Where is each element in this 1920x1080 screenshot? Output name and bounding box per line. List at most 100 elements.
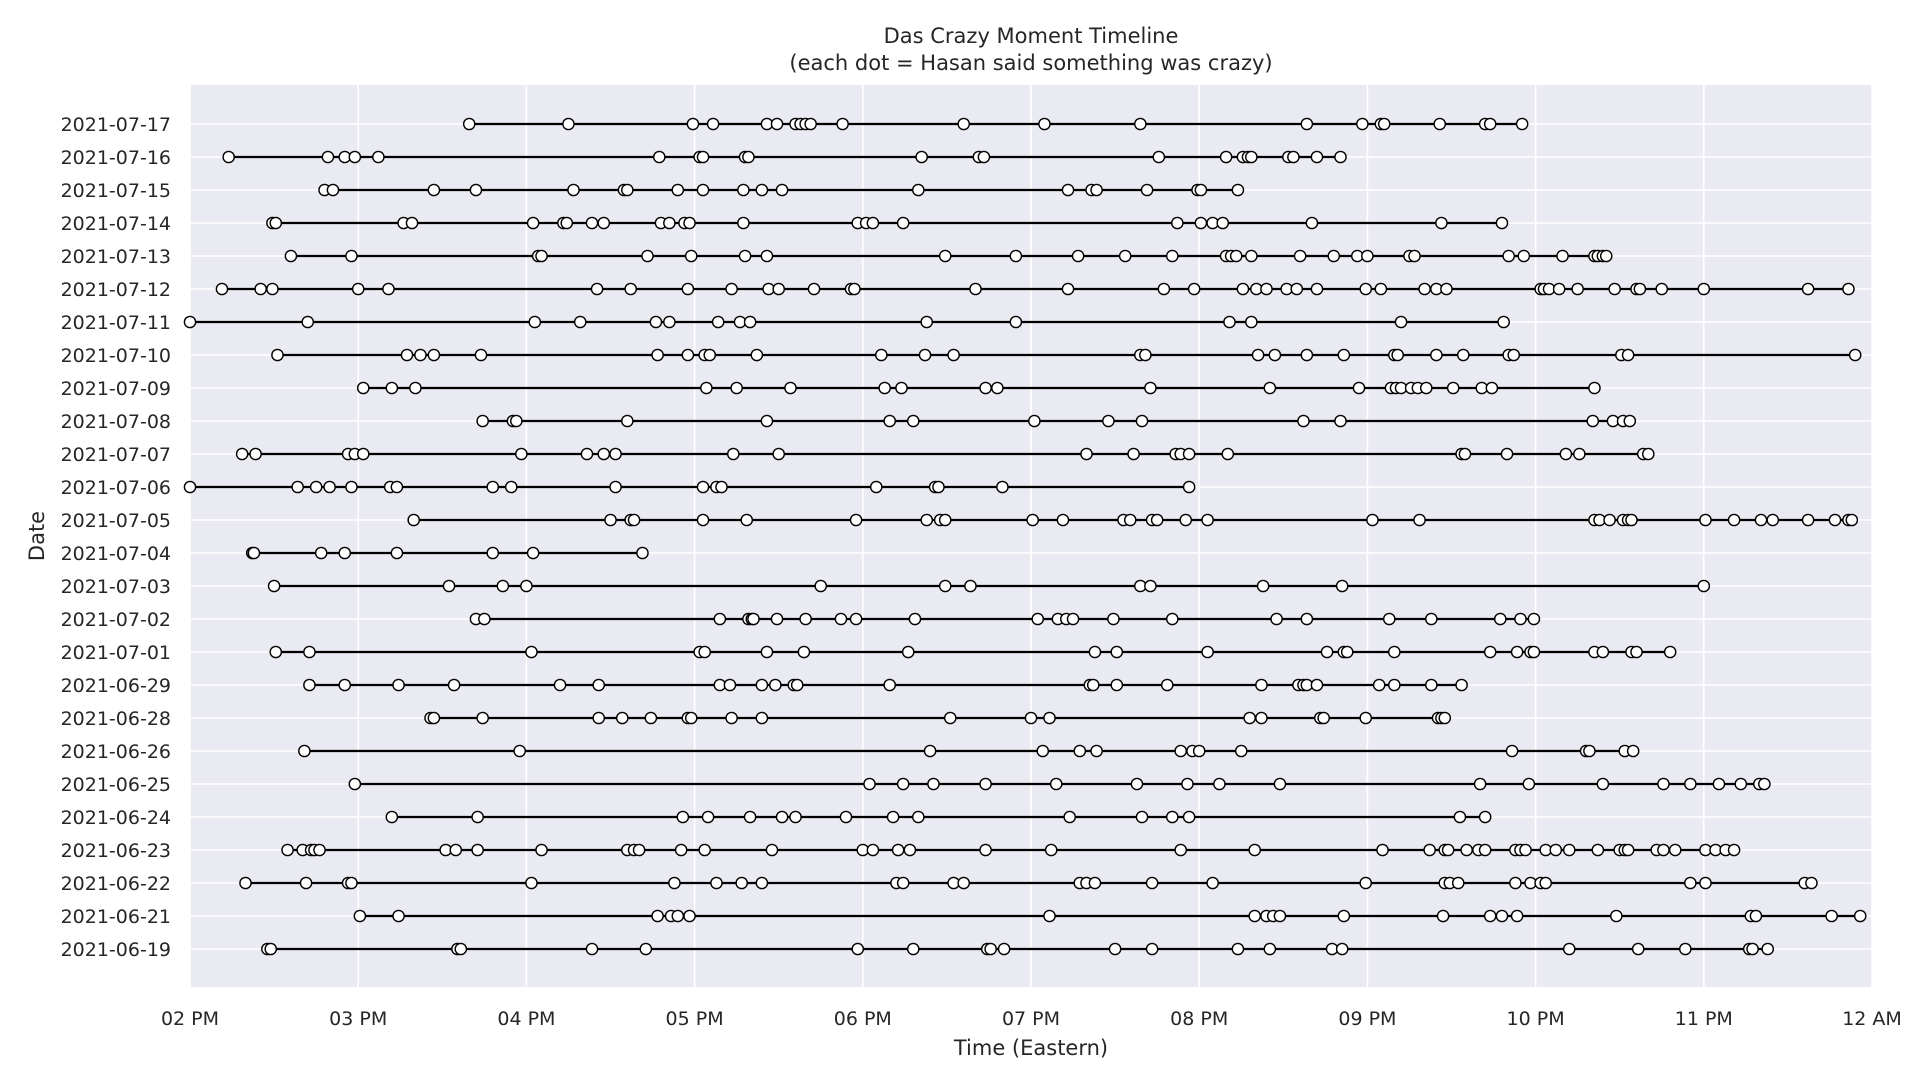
crazy-moment-point xyxy=(1123,513,1137,527)
crazy-moment-point xyxy=(1663,645,1677,659)
crazy-moment-point xyxy=(1423,843,1436,857)
crazy-moment-point xyxy=(486,546,500,560)
crazy-moment-point xyxy=(1219,150,1233,164)
crazy-moment-point xyxy=(676,810,690,824)
crazy-moment-point xyxy=(770,612,784,626)
crazy-moment-point xyxy=(1165,249,1179,263)
crazy-moment-point xyxy=(624,282,637,296)
crazy-moment-point xyxy=(1603,513,1616,527)
crazy-moment-point xyxy=(1334,414,1347,428)
series-row xyxy=(245,546,649,560)
crazy-moment-point xyxy=(738,249,752,263)
crazy-moment-point xyxy=(755,678,769,692)
crazy-moment-point xyxy=(1625,513,1638,527)
crazy-moment-point xyxy=(1510,909,1524,923)
crazy-moment-point xyxy=(1263,381,1277,395)
crazy-moment-point xyxy=(590,282,604,296)
crazy-moment-point xyxy=(597,216,611,230)
y-tick-label: 2021-07-07 xyxy=(61,444,171,466)
crazy-moment-point xyxy=(291,480,304,494)
crazy-moment-point xyxy=(1848,348,1862,362)
crazy-moment-point xyxy=(1361,249,1374,263)
crazy-moment-point xyxy=(1586,414,1600,428)
crazy-moment-point xyxy=(964,579,977,593)
crazy-moment-point xyxy=(1317,711,1330,725)
crazy-moment-point xyxy=(1245,315,1258,329)
crazy-moment-point xyxy=(1273,909,1287,923)
crazy-moment-point xyxy=(486,480,500,494)
crazy-moment-point xyxy=(510,414,523,428)
x-tick-label: 03 PM xyxy=(329,1008,387,1030)
crazy-moment-point xyxy=(1502,249,1515,263)
crazy-moment-point xyxy=(1483,117,1497,131)
x-tick-label: 10 PM xyxy=(1507,1008,1565,1030)
y-tick-label: 2021-06-24 xyxy=(61,807,171,829)
crazy-moment-point xyxy=(969,282,982,296)
crazy-moment-point xyxy=(407,513,421,527)
crazy-moment-point xyxy=(1734,777,1748,791)
crazy-moment-point xyxy=(1088,876,1102,890)
crazy-moment-point xyxy=(1413,513,1426,527)
crazy-moment-point xyxy=(1152,150,1166,164)
crazy-moment-point xyxy=(427,711,441,725)
y-tick-label: 2021-07-06 xyxy=(61,477,171,499)
crazy-moment-point xyxy=(726,447,740,461)
crazy-moment-point xyxy=(1509,876,1522,890)
crazy-moment-point xyxy=(750,348,764,362)
series-row xyxy=(222,150,1347,164)
crazy-moment-point xyxy=(1388,645,1401,659)
crazy-moment-point xyxy=(1746,942,1759,956)
crazy-moment-point xyxy=(1268,348,1282,362)
crazy-moment-point xyxy=(1460,843,1473,857)
crazy-moment-point xyxy=(400,348,414,362)
crazy-moment-point xyxy=(447,678,461,692)
crazy-moment-point xyxy=(471,810,484,824)
crazy-moment-point xyxy=(747,612,760,626)
crazy-moment-point xyxy=(1801,282,1815,296)
crazy-moment-point xyxy=(1305,216,1319,230)
crazy-moment-point xyxy=(1231,183,1245,197)
series-row xyxy=(183,315,1510,329)
crazy-moment-point xyxy=(264,942,278,956)
y-tick-label: 2021-07-17 xyxy=(61,114,171,136)
crazy-moment-point xyxy=(1556,249,1569,263)
crazy-moment-point xyxy=(1356,117,1369,131)
crazy-moment-point xyxy=(1438,711,1452,725)
crazy-moment-point xyxy=(1372,678,1386,692)
crazy-moment-point xyxy=(1182,480,1196,494)
crazy-moment-point xyxy=(1234,744,1248,758)
crazy-moment-point xyxy=(755,711,769,725)
crazy-moment-point xyxy=(1621,348,1635,362)
crazy-moment-point xyxy=(562,117,575,131)
crazy-moment-point xyxy=(474,348,488,362)
series-row xyxy=(284,249,1613,263)
crazy-moment-point xyxy=(1478,810,1492,824)
crazy-moment-point xyxy=(1061,183,1075,197)
crazy-moment-point xyxy=(1300,348,1314,362)
crazy-moment-point xyxy=(1182,810,1196,824)
crazy-moment-point xyxy=(1157,282,1171,296)
crazy-moment-point xyxy=(1090,183,1103,197)
crazy-moment-point xyxy=(392,678,405,692)
y-axis-tick-labels: 2021-07-17 2021-07-16 2021-07-15 2021-07-14… xyxy=(61,114,171,961)
crazy-moment-point xyxy=(1043,909,1056,923)
crazy-moment-point xyxy=(1451,876,1465,890)
crazy-moment-point xyxy=(1009,249,1023,263)
crazy-moment-point xyxy=(597,447,611,461)
crazy-moment-point xyxy=(1374,282,1388,296)
crazy-moment-point xyxy=(303,678,316,692)
crazy-moment-point xyxy=(1483,909,1497,923)
crazy-moment-point xyxy=(649,315,663,329)
x-tick-label: 05 PM xyxy=(666,1008,724,1030)
crazy-moment-point xyxy=(1418,282,1431,296)
crazy-moment-point xyxy=(683,216,696,230)
crazy-moment-point xyxy=(1127,447,1140,461)
crazy-moment-point xyxy=(644,711,658,725)
crazy-moment-point xyxy=(1562,843,1576,857)
crazy-moment-point xyxy=(1187,282,1201,296)
crazy-moment-point xyxy=(1181,777,1194,791)
crazy-moment-point xyxy=(1583,744,1596,758)
crazy-moment-point xyxy=(1236,282,1250,296)
crazy-moment-point xyxy=(385,810,399,824)
crazy-moment-point xyxy=(799,612,812,626)
